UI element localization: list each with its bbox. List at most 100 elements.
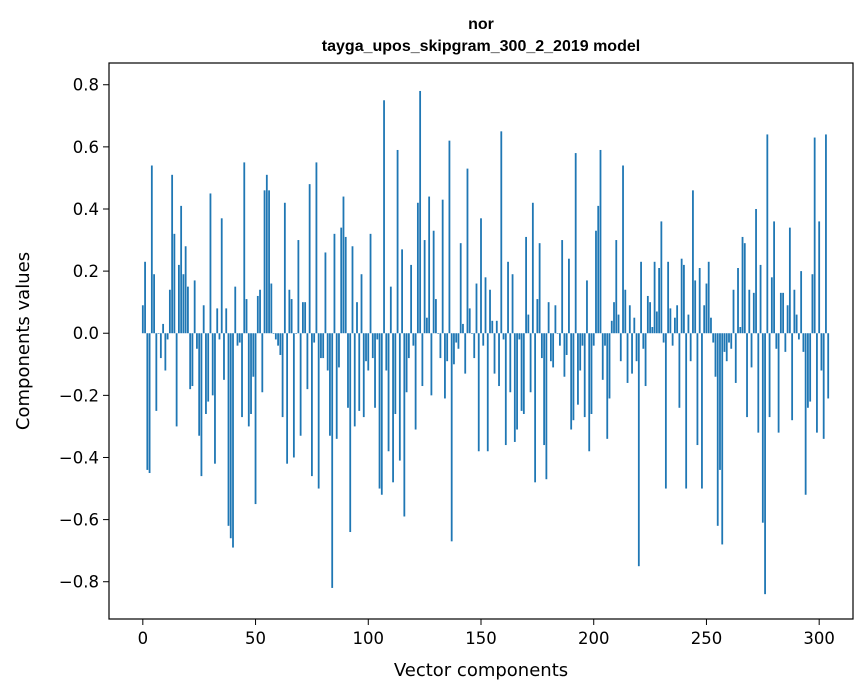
bar-component-208	[610, 320, 613, 334]
bar-component-162	[507, 261, 509, 334]
bar-component-274	[759, 264, 762, 334]
bar-component-108	[385, 333, 388, 371]
bar-component-90	[344, 236, 347, 334]
bar-component-53	[261, 333, 264, 393]
bar-component-15	[175, 333, 178, 427]
bar-component-295	[807, 333, 809, 408]
bar-component-125	[423, 240, 426, 334]
bar-component-95	[356, 302, 358, 334]
bar-component-179	[545, 333, 548, 480]
bar-component-187	[563, 333, 566, 377]
bar-component-257	[721, 333, 724, 545]
bar-component-216	[628, 305, 631, 334]
bar-component-170	[525, 236, 527, 334]
bar-component-84	[331, 333, 334, 588]
bar-component-272	[755, 208, 757, 334]
bar-component-156	[493, 333, 496, 374]
bar-component-7	[157, 333, 160, 334]
y-tick-label: 0.0	[73, 324, 99, 343]
bar-component-79	[320, 333, 322, 359]
bar-component-65	[288, 289, 291, 334]
bar-component-262	[732, 289, 735, 334]
bar-component-28	[205, 333, 207, 414]
bar-component-200	[592, 333, 595, 346]
bar-component-91	[347, 333, 349, 408]
bar-component-167	[518, 333, 521, 340]
bar-component-292	[800, 271, 803, 334]
bar-series	[141, 90, 830, 595]
bar-component-127	[428, 196, 431, 334]
bar-component-297	[811, 274, 814, 334]
x-tick-label: 200	[578, 629, 610, 648]
bar-component-260	[728, 333, 730, 343]
bar-component-288	[791, 333, 794, 421]
y-tick-label: −0.6	[59, 511, 99, 530]
bar-component-134	[444, 333, 446, 399]
bar-component-59	[274, 333, 277, 340]
bar-component-40	[232, 333, 234, 548]
bar-component-107	[383, 100, 385, 334]
bar-component-224	[646, 295, 649, 334]
bar-component-98	[362, 333, 365, 418]
bar-component-202	[597, 205, 600, 334]
bar-component-37	[225, 308, 228, 334]
bar-component-193	[577, 333, 579, 405]
bar-component-252	[710, 317, 712, 334]
bar-component-41	[234, 286, 237, 334]
bar-component-63	[283, 202, 286, 334]
bar-component-176	[538, 243, 541, 334]
bar-component-43	[238, 333, 241, 343]
bar-component-261	[730, 333, 733, 349]
bar-component-269	[748, 289, 751, 334]
bar-component-270	[750, 333, 753, 368]
bar-component-16	[177, 264, 180, 334]
bar-component-138	[453, 333, 455, 365]
bar-component-201	[595, 230, 597, 334]
bar-component-106	[380, 333, 383, 495]
bar-component-181	[549, 333, 552, 362]
bar-component-255	[716, 333, 719, 526]
bar-component-213	[622, 165, 624, 334]
bar-component-68	[295, 333, 298, 334]
bar-component-55	[265, 174, 268, 334]
x-axis-label: Vector components	[394, 660, 568, 681]
bar-component-210	[615, 240, 618, 334]
bar-component-206	[606, 333, 609, 439]
bar-component-254	[714, 333, 717, 377]
bar-component-300	[818, 221, 821, 334]
bar-component-147	[473, 333, 476, 359]
bar-component-75	[311, 333, 313, 477]
bar-component-97	[360, 274, 363, 334]
bar-component-158	[498, 333, 500, 387]
y-axis-label: Components values	[13, 252, 34, 430]
bar-component-291	[797, 333, 800, 340]
bar-component-110	[389, 286, 392, 334]
bar-component-1	[144, 261, 146, 334]
bar-component-276	[764, 333, 766, 595]
bar-component-240	[683, 264, 685, 334]
bar-component-137	[450, 333, 453, 542]
bar-component-273	[757, 333, 760, 433]
bar-component-123	[419, 90, 422, 334]
bar-component-109	[387, 333, 390, 452]
bar-component-250	[705, 283, 708, 334]
bar-component-242	[687, 314, 690, 334]
bar-component-99	[365, 333, 367, 362]
bar-component-21	[189, 333, 192, 390]
y-tick-label: 0.2	[73, 262, 99, 281]
y-tick-label: 0.8	[73, 76, 99, 95]
bar-component-253	[712, 333, 715, 343]
y-tick-label: −0.2	[59, 386, 99, 405]
bar-component-183	[554, 305, 557, 334]
bar-component-204	[601, 333, 604, 380]
bar-component-195	[581, 333, 584, 346]
bar-component-271	[752, 292, 755, 334]
bar-component-275	[761, 333, 764, 523]
bar-component-245	[694, 280, 697, 334]
bar-component-117	[405, 333, 408, 393]
bar-component-136	[448, 140, 451, 334]
bar-component-232	[664, 333, 667, 489]
bar-component-32	[214, 333, 216, 464]
bar-component-243	[689, 333, 692, 362]
